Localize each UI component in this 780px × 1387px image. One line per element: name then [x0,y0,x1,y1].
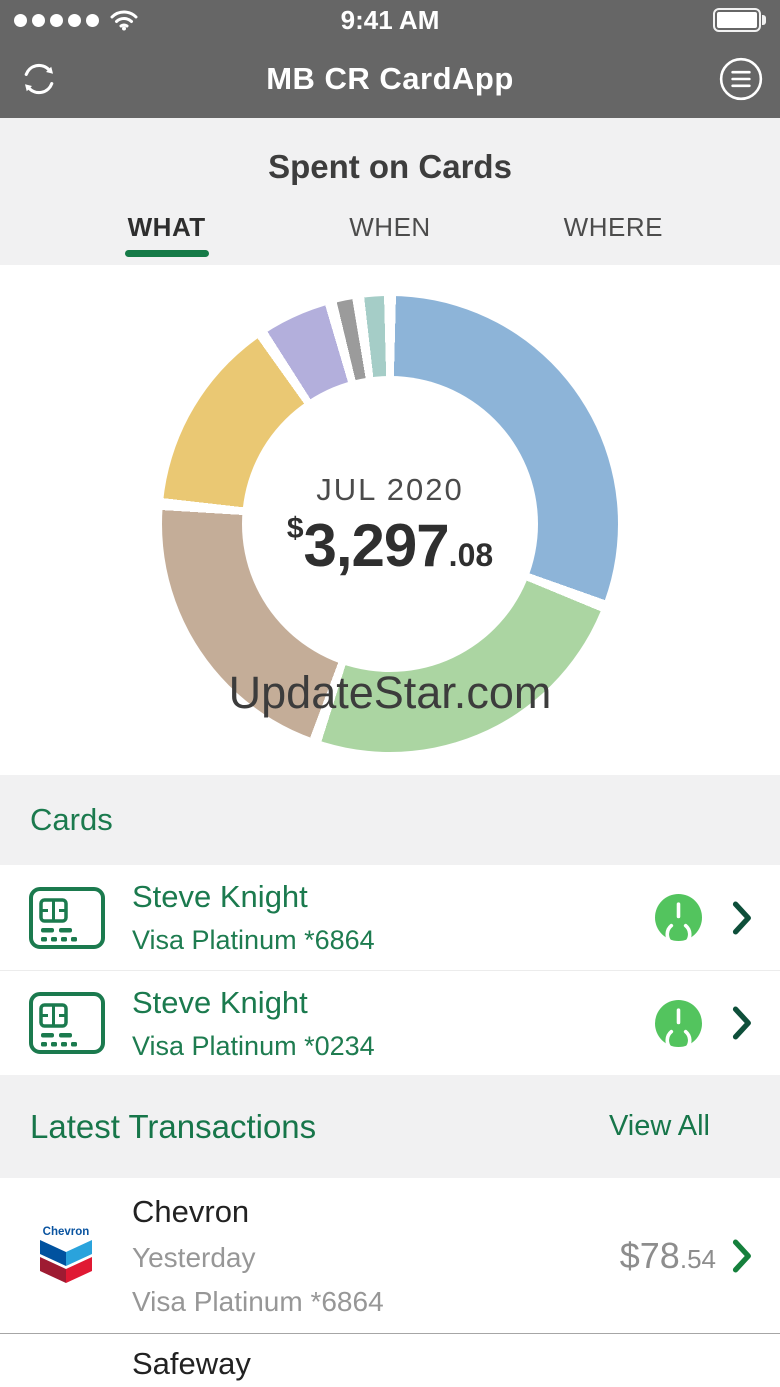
view-all-link[interactable]: View All [609,1110,750,1143]
power-icon [655,894,702,948]
svg-text:Chevron: Chevron [43,1226,90,1238]
refresh-icon [24,63,54,95]
cards-section-header: Cards [0,775,780,865]
spending-donut-chart[interactable]: JUL 2020 $3,297.08 [162,296,618,752]
card-number: Visa Platinum *0234 [132,1030,375,1061]
tab-what[interactable]: WHAT [55,212,278,257]
spending-chart-section: JUL 2020 $3,297.08 UpdateStar.com [0,265,780,775]
tab-bar: WHAT WHEN WHERE [0,212,780,257]
card-power-toggle[interactable] [655,894,702,948]
chevron-right-icon[interactable] [732,901,754,935]
tab-where[interactable]: WHERE [563,212,663,242]
cardholder-name: Steve Knight [132,879,308,914]
menu-button[interactable] [718,56,764,102]
transactions-header-label: Latest Transactions [30,1107,317,1145]
page-title: Spent on Cards [268,148,512,185]
refresh-button[interactable] [16,56,62,102]
active-tab-underline [124,250,209,257]
tab-when[interactable]: WHEN [349,212,431,242]
cardholder-name: Steve Knight [132,984,308,1020]
merchant-name: Safeway [132,1346,251,1381]
card-row-0234[interactable]: Steve Knight Visa Platinum *0234 [0,970,780,1075]
transactions-section-header: Latest Transactions View All [0,1075,780,1178]
chevron-right-icon[interactable] [732,1239,754,1273]
transaction-row-safeway[interactable]: Safeway [0,1333,780,1381]
card-power-toggle[interactable] [655,999,702,1053]
watermark-text: UpdateStar.com [228,667,552,718]
merchant-name: Chevron [132,1193,250,1229]
currency-symbol: $ [286,512,304,545]
battery-icon [713,8,766,32]
donut-center: JUL 2020 $3,297.08 [242,376,538,672]
wifi-icon [110,10,138,31]
nav-bar: MB CR CardApp [0,40,780,118]
transaction-amount: $78.54 [619,1234,716,1276]
app-title: MB CR CardApp [266,61,514,96]
card-info: Steve Knight Visa Platinum *6864 [132,879,375,956]
chevron-right-icon[interactable] [732,1006,754,1040]
credit-card-icon [29,992,105,1054]
chart-month-label: JUL 2020 [316,472,464,507]
transaction-card: Visa Platinum *6864 [132,1285,384,1317]
chevron-merchant-logo: Chevron [40,1226,92,1283]
power-icon [655,999,702,1053]
card-info: Steve Knight Visa Platinum *0234 [132,985,375,1062]
spent-header: Spent on Cards WHAT WHEN WHERE [0,118,780,265]
transaction-info: Chevron Yesterday Visa Platinum *6864 [132,1194,384,1318]
card-number: Visa Platinum *6864 [132,925,375,955]
transaction-row-chevron[interactable]: Chevron Chevron Yesterday Visa Platinum … [0,1178,780,1333]
menu-icon [719,57,763,101]
status-bar: 9:41 AM [0,0,780,40]
credit-card-icon [29,886,105,949]
cards-header-label: Cards [30,802,113,837]
transaction-date: Yesterday [132,1241,256,1273]
status-time: 9:41 AM [340,4,440,35]
chart-total-amount: $3,297.08 [286,512,494,579]
cell-signal-icon [14,13,99,27]
card-row-6864[interactable]: Steve Knight Visa Platinum *6864 [0,865,780,970]
